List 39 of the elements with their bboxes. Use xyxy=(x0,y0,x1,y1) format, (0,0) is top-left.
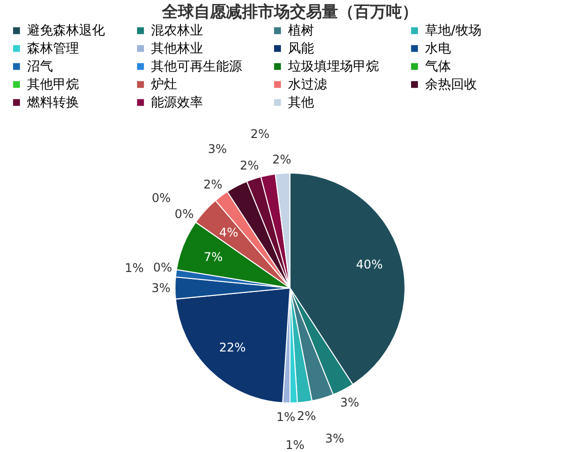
legend-label: 草地/牧场 xyxy=(425,24,482,39)
chart-title: 全球自愿减排市场交易量（百万吨） xyxy=(161,2,418,21)
data-label: 3% xyxy=(151,281,171,295)
data-label: 2% xyxy=(296,408,316,423)
text: 0% xyxy=(174,207,194,222)
data-label: 2% xyxy=(272,152,292,166)
legend-label: 避免森林退化 xyxy=(27,24,105,39)
data-label: 3% xyxy=(208,142,227,156)
data-label: 1% xyxy=(286,438,305,452)
legend-label: 风能 xyxy=(288,42,314,56)
data-label: 22% xyxy=(219,340,246,354)
legend-label: 沼气 xyxy=(27,60,53,74)
data-label: 40% xyxy=(356,257,383,272)
data-label: 2% xyxy=(203,178,222,192)
legend-label: 其他 xyxy=(288,96,314,110)
data-label: 2% xyxy=(250,126,270,141)
legend-label: 气体 xyxy=(425,60,451,74)
legend-label: 其他甲烷 xyxy=(27,78,79,92)
data-label: 1% xyxy=(124,260,144,275)
legend-label: 燃料转换 xyxy=(27,96,79,110)
text: 0% xyxy=(152,191,171,206)
legend-label: 炉灶 xyxy=(151,78,177,92)
legend-label: 余热回收 xyxy=(425,78,477,92)
legend-label: 其他林业 xyxy=(151,42,203,56)
legend-label: 植树 xyxy=(288,24,314,39)
data-label: 2% xyxy=(240,158,259,173)
legend-label: 水过滤 xyxy=(288,78,327,92)
data-label: 3% xyxy=(340,395,360,410)
text: 0% xyxy=(153,260,172,274)
data-label: 1% xyxy=(276,410,296,424)
data-label: 4% xyxy=(219,225,238,240)
legend-label: 水电 xyxy=(425,42,451,56)
legend-label: 森林管理 xyxy=(27,42,79,56)
data-label: 3% xyxy=(325,432,344,446)
data-label: 7% xyxy=(204,250,223,264)
legend-label: 能源效率 xyxy=(151,94,203,110)
legend-label: 垃圾填埋场甲烷 xyxy=(287,60,379,74)
legend-label: 混农林业 xyxy=(151,24,203,39)
legend-label: 其他可再生能源 xyxy=(151,60,242,74)
